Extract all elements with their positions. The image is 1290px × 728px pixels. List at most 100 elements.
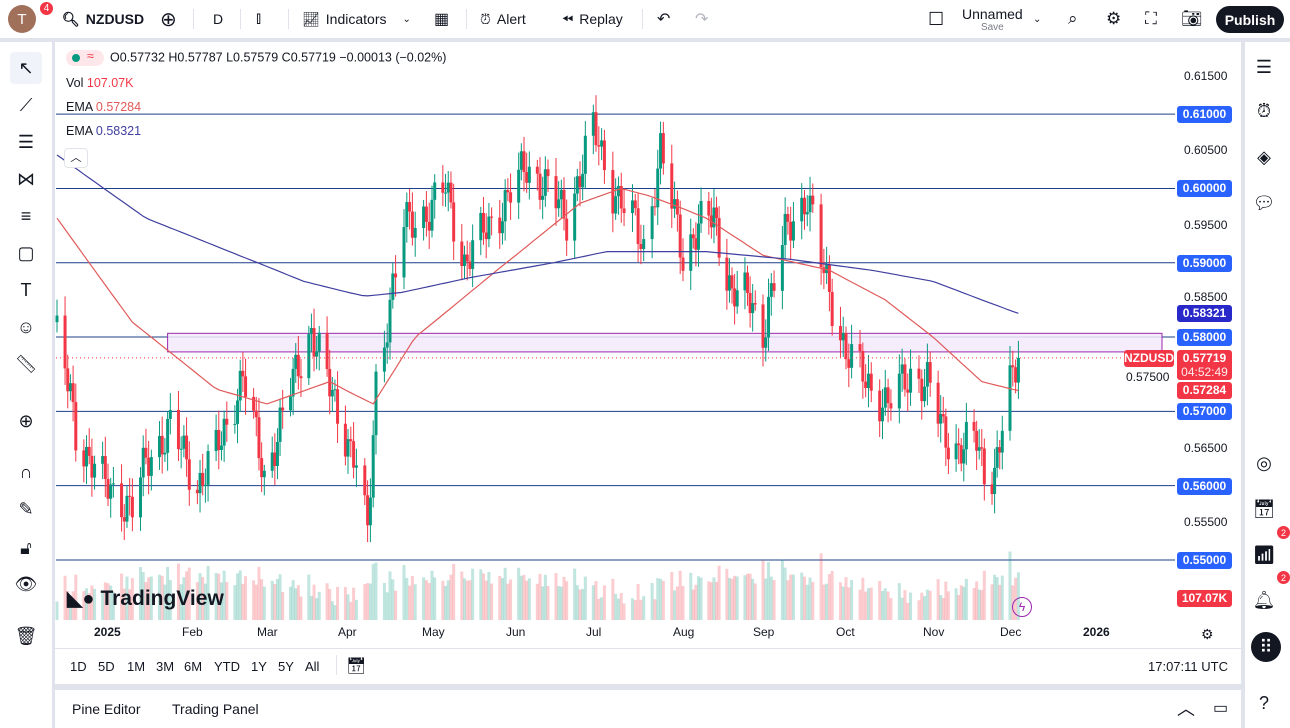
- tab-trading-panel[interactable]: Trading Panel: [172, 701, 259, 717]
- pattern-tool[interactable]: ⋈: [10, 163, 42, 195]
- volume-bar: [633, 600, 637, 620]
- compare-symbol-button[interactable]: ⊕: [160, 0, 177, 38]
- range-button-1d[interactable]: 1D: [70, 659, 87, 674]
- horizontal-lines-tool[interactable]: ☰: [10, 126, 42, 158]
- candle-body: [299, 376, 303, 379]
- publish-button[interactable]: Publish: [1216, 6, 1284, 33]
- candle-body: [252, 396, 256, 411]
- user-avatar[interactable]: T: [8, 5, 36, 33]
- symbol-search[interactable]: 🔍︎ NZDUSD: [62, 0, 144, 38]
- candle-body: [767, 296, 771, 338]
- redo-button[interactable]: ↷: [695, 0, 708, 38]
- watchlist-button[interactable]: ☰: [1251, 52, 1277, 82]
- range-button-1m[interactable]: 1M: [127, 659, 146, 674]
- top-toolbar: T 4 🔍︎ NZDUSD ⊕ D ⫾ 📈︎ Indicators ⌄ ▦ ⏰︎ Ale…: [0, 0, 1290, 38]
- range-button-5y[interactable]: 5Y: [278, 659, 294, 674]
- collapse-legend-button[interactable]: ︿: [64, 148, 88, 168]
- volume-bar: [214, 572, 218, 620]
- ideas-button[interactable]: 📶︎: [1251, 540, 1277, 570]
- shapes-tool[interactable]: ▢: [10, 237, 42, 269]
- fib-tool[interactable]: ≡: [10, 200, 42, 232]
- snapshot-button[interactable]: 📷︎: [1181, 0, 1203, 38]
- lock-tool[interactable]: 🔓︎: [10, 532, 42, 564]
- layers-button[interactable]: ◈: [1251, 142, 1277, 172]
- magnet-tool[interactable]: ∩: [10, 456, 42, 488]
- candle-body: [262, 470, 266, 478]
- hotlists-button[interactable]: ◎: [1251, 448, 1277, 478]
- candle-body: [535, 166, 539, 174]
- divider: [193, 9, 194, 29]
- axis-settings-button[interactable]: ⚙: [1201, 626, 1214, 643]
- maximize-panel-button[interactable]: ▭: [1213, 698, 1228, 718]
- volume-bar: [217, 573, 221, 620]
- range-button-ytd[interactable]: YTD: [214, 659, 240, 674]
- candle-body: [903, 364, 907, 390]
- replay-button[interactable]: ⏪︎ Replay: [562, 0, 623, 38]
- candle-body: [63, 315, 67, 369]
- volume-bar: [517, 567, 521, 620]
- range-button-6m[interactable]: 6M: [184, 659, 203, 674]
- candle-body: [336, 389, 340, 424]
- candle-body: [452, 202, 456, 242]
- chart-type-button[interactable]: ⫾: [256, 0, 261, 38]
- range-button-5d[interactable]: 5D: [98, 659, 115, 674]
- symbol-tag: NZDUSD: [1124, 350, 1174, 367]
- layout-name-button[interactable]: Unnamed Save: [962, 6, 1023, 33]
- candle-body: [157, 435, 161, 458]
- volume-bar: [748, 573, 752, 620]
- templates-button[interactable]: ▦: [434, 0, 449, 38]
- remove-drawings-tool[interactable]: 🗑︎: [10, 620, 42, 652]
- undo-button[interactable]: ↶: [657, 0, 670, 38]
- goto-date-button[interactable]: 📅︎: [346, 656, 366, 676]
- candle-body: [633, 200, 637, 209]
- alert-label: Alert: [496, 11, 526, 27]
- range-button-1y[interactable]: 1Y: [251, 659, 267, 674]
- trend-line-tool[interactable]: ⟋: [10, 89, 42, 121]
- volume-bar: [103, 582, 107, 620]
- lines-icon: ☰: [17, 131, 35, 152]
- range-button-3m[interactable]: 3M: [156, 659, 175, 674]
- volume-bar: [591, 585, 595, 620]
- volume-bar: [743, 575, 747, 620]
- chat-button[interactable]: 💬︎: [1251, 188, 1277, 218]
- tradingview-logo: ◣● TradingView: [67, 586, 224, 611]
- tab-pine-editor[interactable]: Pine Editor: [72, 701, 141, 717]
- notifications-button[interactable]: 🔔︎: [1251, 585, 1277, 615]
- alert-button[interactable]: ⏰︎ Alert: [480, 0, 526, 38]
- zoom-tool[interactable]: ⊕: [10, 405, 42, 437]
- clock[interactable]: 17:07:11 UTC: [1148, 659, 1228, 674]
- text-tool[interactable]: T: [10, 274, 42, 306]
- candle-body: [203, 484, 207, 486]
- chart-pane[interactable]: [55, 42, 1241, 684]
- alerts-button[interactable]: ⏰︎: [1251, 96, 1277, 126]
- measure-tool[interactable]: 📏︎: [10, 348, 42, 380]
- events-marker[interactable]: ϟ: [1012, 597, 1032, 617]
- candle-body: [614, 196, 618, 214]
- layout-checkbox[interactable]: ☐: [928, 0, 944, 38]
- volume-bar: [936, 579, 940, 620]
- volume-bar: [538, 573, 542, 620]
- cursor-tool[interactable]: ↖: [10, 52, 42, 84]
- volume-bar: [187, 567, 191, 620]
- icons-tool[interactable]: ☺: [10, 311, 42, 343]
- candle-body: [441, 182, 445, 193]
- visibility-tool[interactable]: 👁︎: [10, 568, 42, 600]
- volume-bar: [471, 568, 475, 620]
- indicators-button[interactable]: 📈︎ Indicators ⌄: [302, 0, 411, 38]
- volume-bar: [74, 574, 78, 620]
- collapse-panel-button[interactable]: ︿: [1177, 695, 1195, 721]
- interval-button[interactable]: D: [213, 11, 224, 27]
- calendar-button[interactable]: 📅︎: [1251, 494, 1277, 524]
- drawing-mode-tool[interactable]: ✎: [10, 493, 42, 525]
- volume-bar: [730, 578, 734, 620]
- help-button[interactable]: ?: [1251, 688, 1277, 718]
- layout-menu-chevron[interactable]: ⌄: [1033, 0, 1041, 38]
- settings-button[interactable]: ⚙: [1106, 0, 1121, 38]
- fullscreen-button[interactable]: ⛶: [1145, 0, 1157, 38]
- volume-bar: [883, 588, 887, 620]
- quick-search-button[interactable]: ⌕: [1068, 0, 1078, 38]
- products-button[interactable]: ⠿: [1251, 632, 1281, 662]
- candle-body: [972, 421, 976, 431]
- range-button-all[interactable]: All: [305, 659, 320, 674]
